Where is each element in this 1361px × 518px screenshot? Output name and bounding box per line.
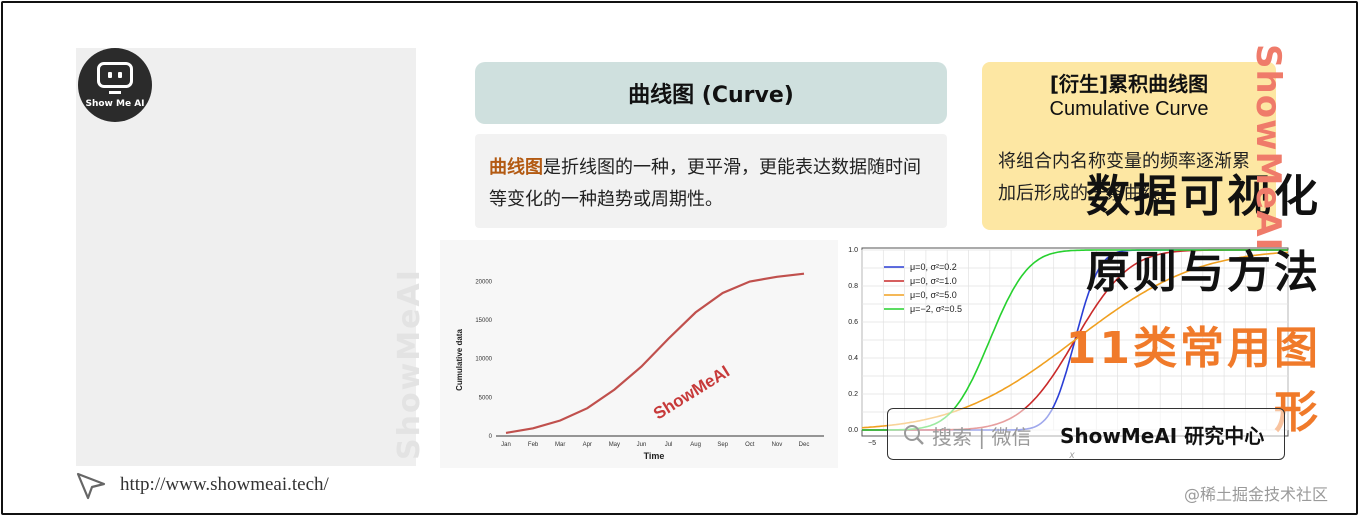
- showmeai-logo: Show Me AI: [78, 48, 152, 122]
- cumulative-subtitle: Cumulative Curve: [1049, 98, 1209, 120]
- side-watermark: ShowMeAI: [1248, 44, 1288, 252]
- chart2-x-tick-0: −5: [868, 440, 876, 447]
- curve-desc-text: 是折线图的一种，更平滑，更能表达数据随时间等变化的一种趋势或周期性。: [489, 157, 921, 210]
- curve-header: 曲线图 (Curve): [475, 62, 947, 124]
- chart1-x-tick: Sep: [717, 442, 728, 448]
- chart1-y-tick: 0: [489, 434, 493, 440]
- chart2-y-tick: 0.2: [848, 391, 858, 398]
- chart1-y-tick: 5000: [479, 395, 493, 401]
- curve-description: 曲线图是折线图的一种，更平滑，更能表达数据随时间等变化的一种趋势或周期性。: [475, 134, 947, 228]
- chart1-y-label: Cumulative data: [455, 329, 464, 391]
- chart1-series-line: [505, 272, 805, 434]
- left-title-panel: [76, 48, 416, 466]
- chart1-x-tick: Mar: [555, 442, 565, 448]
- chart2-legend-label: μ=0, σ²=5.0: [910, 290, 957, 300]
- cumulative-line-chart: Cumulative data Time ShowMeAI 0 5000 10000…: [440, 240, 838, 468]
- chart2-y-tick: 0.6: [848, 319, 858, 326]
- search-icon: [904, 425, 924, 445]
- cumulative-box: [衍生]累积曲线图 Cumulative Curve 将组合内名称变量的频率逐渐…: [982, 62, 1276, 230]
- robot-stand-icon: [109, 91, 121, 94]
- cursor-icon: [76, 472, 106, 500]
- chart1-x-tick: Feb: [528, 442, 539, 448]
- chart1-svg: Cumulative data Time ShowMeAI 0 5000 10000…: [455, 272, 824, 461]
- credit-text: @稀土掘金技术社区: [1184, 485, 1329, 504]
- chart2-legend-label: μ=0, σ²=0.2: [910, 262, 957, 272]
- chart2-y-tick: 0.0: [848, 427, 858, 434]
- chart1-x-tick: Oct: [745, 442, 755, 448]
- chart2-svg: x −5 0.00.20.40.60.81.0μ=0, σ²=0.2μ=0, σ…: [848, 247, 1289, 461]
- chart1-x-tick: Apr: [583, 442, 592, 448]
- chart1-x-tick: Jan: [501, 442, 511, 448]
- search-brand: ShowMeAI 研究中心: [1060, 424, 1265, 448]
- footer-url-text[interactable]: http://www.showmeai.tech/: [120, 474, 329, 495]
- chart1-y-tick: 15000: [475, 318, 492, 324]
- chart2-y-tick: 0.8: [848, 283, 858, 290]
- title-line-1: 数据可视化: [1086, 171, 1321, 222]
- chart1-x-tick: May: [609, 442, 620, 448]
- chart1-x-tick: Dec: [799, 442, 810, 448]
- chart2-legend-label: μ=−2, σ²=0.5: [910, 304, 962, 314]
- chart1-x-tick: Nov: [772, 442, 783, 448]
- chart1-x-tick: Jun: [637, 442, 647, 448]
- chart1-y-tick: 20000: [475, 279, 492, 285]
- logo-text: Show Me AI: [85, 99, 145, 109]
- chart1-x-label: Time: [644, 451, 665, 461]
- curve-desc-highlight: 曲线图: [489, 157, 543, 178]
- left-watermark: ShowMeAI: [392, 268, 427, 460]
- cumulative-title: [衍生]累积曲线图: [1049, 72, 1209, 96]
- search-prefix: 搜索 | 微信: [932, 425, 1032, 449]
- cumulative-description: 将组合内名称变量的频率逐渐累加后形成的一条曲线。: [998, 151, 1250, 204]
- robot-icon: [97, 62, 133, 88]
- title-line-2: 原则与方法: [1086, 247, 1321, 298]
- chart1-watermark: ShowMeAI: [650, 362, 733, 424]
- chart2-y-tick: 0.4: [848, 355, 858, 362]
- footer-url[interactable]: http://www.showmeai.tech/: [74, 468, 329, 502]
- search-pill[interactable]: 搜索 | 微信 ShowMeAI 研究中心: [887, 408, 1285, 460]
- chart1-x-tick: Aug: [690, 442, 701, 448]
- chart1-y-tick: 10000: [475, 357, 492, 363]
- chart2-legend-label: μ=0, σ²=1.0: [910, 276, 957, 286]
- chart2-y-tick: 1.0: [848, 247, 858, 254]
- chart1-x-tick: Jul: [665, 442, 673, 448]
